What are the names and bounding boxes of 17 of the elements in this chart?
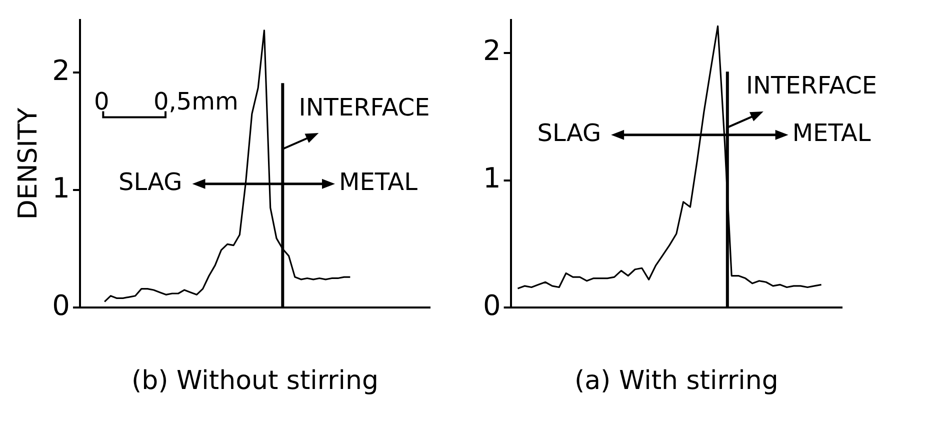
y-tick-label: 2 (482, 34, 501, 68)
y-tick-label: 1 (52, 171, 70, 204)
y-tick-label: 2 (52, 54, 70, 87)
y-tick-label: 1 (482, 162, 501, 195)
annotation: INTERFACE (298, 93, 430, 122)
x-axis-title: (b) Without stirring (131, 366, 379, 396)
y-axis-title: DENSITY (13, 108, 44, 220)
annotation: SLAG (118, 168, 182, 196)
y-tick-label: 0 (52, 288, 70, 322)
annotation: 0,5mm (154, 87, 238, 116)
annotation: 0 (94, 87, 110, 116)
annotation: METAL (792, 119, 872, 148)
annotation: INTERFACE (746, 72, 878, 100)
annotation: METAL (339, 168, 418, 196)
y-tick-label: 0 (482, 288, 501, 322)
annotation: SLAG (537, 119, 602, 148)
x-axis-title: (a) With stirring (574, 366, 778, 396)
